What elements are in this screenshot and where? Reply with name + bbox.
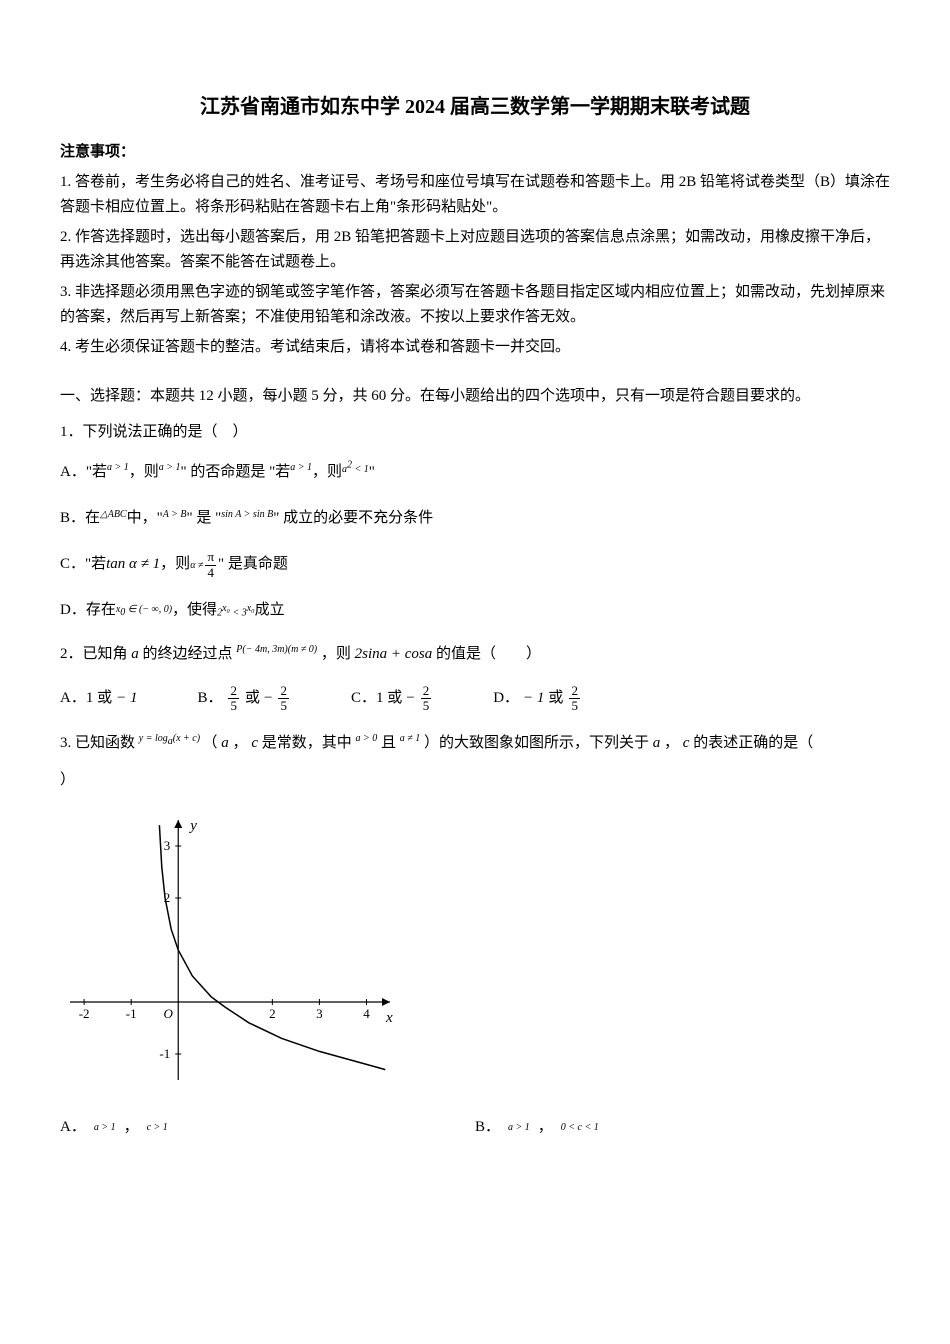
q1b-end: " 成立的必要不充分条件: [273, 506, 433, 532]
q1a-end: ": [369, 460, 375, 486]
q1d-end: 成立: [255, 598, 285, 624]
svg-text:2: 2: [269, 1006, 276, 1021]
q1d-x0: x0 ∈ (− ∞, 0): [116, 601, 172, 621]
q2-option-c: C．1 或 − 25: [351, 684, 433, 714]
q1a-mid2: " 的否命题是 "若: [180, 460, 290, 486]
q1a-m1: a > 1: [107, 459, 129, 486]
exam-title: 江苏省南通市如东中学 2024 届高三数学第一学期期末联考试题: [60, 90, 890, 124]
q1b-m1: A > B: [163, 506, 187, 533]
q1b-mid2: " 是 ": [187, 506, 222, 532]
svg-text:-2: -2: [79, 1006, 90, 1021]
q3-chart: -2-1234-123Oxy: [60, 810, 890, 1100]
q3-options: A． a > 1 ， c > 1 B． a > 1 ， 0 < c < 1: [60, 1115, 890, 1141]
svg-text:x: x: [385, 1010, 393, 1026]
q1a-mid3: ，则: [312, 460, 342, 486]
svg-text:y: y: [188, 818, 197, 834]
notice-item-4: 4. 考生必须保证答题卡的整洁。考试结束后，请将本试卷和答题卡一并交回。: [60, 335, 890, 361]
svg-text:3: 3: [164, 838, 171, 853]
q1b-m2: sin A > sin B: [221, 506, 273, 533]
svg-text:3: 3: [316, 1006, 323, 1021]
q1a-m3: a > 1: [290, 459, 312, 486]
q1c-end: " 是真命题: [218, 552, 288, 578]
q1c-alpha: α ≠: [190, 557, 203, 574]
q3-stem-close: ）: [60, 768, 890, 794]
q3-option-b: B． a > 1 ， 0 < c < 1: [475, 1115, 890, 1141]
q1a-m2: a > 1: [159, 459, 181, 486]
question-3: 3. 已知函数 y = loga(x + c) （ a ， c 是常数，其中 a…: [60, 730, 890, 1141]
q2-option-a: A．1 或 − 1: [60, 686, 137, 712]
question-2: 2．已知角 a 的终边经过点 P(− 4m, 3m)(m ≠ 0) ，则 2si…: [60, 641, 890, 713]
q3-option-a: A． a > 1 ， c > 1: [60, 1115, 475, 1141]
q1-stem: 1．下列说法正确的是（ ）: [60, 420, 890, 446]
q2-option-b: B． 25 或 − 25: [197, 684, 291, 714]
q2-option-d: D． − 1 或 25: [493, 684, 582, 714]
svg-text:O: O: [164, 1006, 174, 1021]
q2-options: A．1 或 − 1 B． 25 或 − 25 C．1 或 − 25 D． − 1…: [60, 684, 890, 714]
q1b-tri: △ABC: [100, 506, 127, 533]
notice-item-2: 2. 作答选择题时，选出每小题答案后，用 2B 铅笔把答题卡上对应题目选项的答案…: [60, 225, 890, 276]
q1c-mid1: ，则: [160, 552, 190, 578]
q1d-mid: ，使得: [172, 598, 217, 624]
q1a-mid1: ，则: [129, 460, 159, 486]
question-1: 1．下列说法正确的是（ ） A．"若 a > 1 ，则 a > 1 " 的否命题…: [60, 420, 890, 624]
q1d-pre: D．存在: [60, 598, 116, 624]
svg-text:-1: -1: [159, 1046, 170, 1061]
svg-text:4: 4: [363, 1006, 370, 1021]
q1c-frac: π 4: [205, 550, 216, 580]
q1a-text: A．"若: [60, 460, 107, 486]
q1b-mid1: 中，": [127, 506, 163, 532]
q2-stem: 2．已知角 a 的终边经过点 P(− 4m, 3m)(m ≠ 0) ，则 2si…: [60, 641, 890, 668]
q1d-expr: 2x₀ < 3x₀: [217, 600, 255, 621]
notice-item-3: 3. 非选择题必须用黑色字迹的钢笔或签字笔作答，答案必须写在答题卡各题目指定区域…: [60, 280, 890, 331]
q1-option-a: A．"若 a > 1 ，则 a > 1 " 的否命题是 "若 a > 1 ，则 …: [60, 457, 890, 488]
notice-heading: 注意事项：: [60, 140, 890, 166]
notice-item-1: 1. 答卷前，考生务必将自己的姓名、准考证号、考场号和座位号填写在试题卷和答题卡…: [60, 170, 890, 221]
q1-option-b: B．在 △ABC 中，" A > B " 是 " sin A > sin B "…: [60, 506, 890, 533]
q1-option-d: D．存在 x0 ∈ (− ∞, 0) ，使得 2x₀ < 3x₀ 成立: [60, 598, 890, 624]
q3-stem: 3. 已知函数 y = loga(x + c) （ a ， c 是常数，其中 a…: [60, 730, 890, 757]
q3-fn: y = loga(x + c): [139, 733, 203, 744]
q1c-pre: C．"若: [60, 552, 106, 578]
svg-text:-1: -1: [126, 1006, 137, 1021]
section-1-intro: 一、选择题：本题共 12 小题，每小题 5 分，共 60 分。在每小题给出的四个…: [60, 384, 890, 410]
q1b-pre: B．在: [60, 506, 100, 532]
q1a-m4: a2 < 1: [342, 457, 369, 488]
q1-option-c: C．"若 tan α ≠ 1 ，则 α ≠ π 4 " 是真命题: [60, 550, 890, 580]
q1c-m1: tan α ≠ 1: [106, 552, 160, 578]
log-curve-chart: -2-1234-123Oxy: [60, 810, 400, 1090]
